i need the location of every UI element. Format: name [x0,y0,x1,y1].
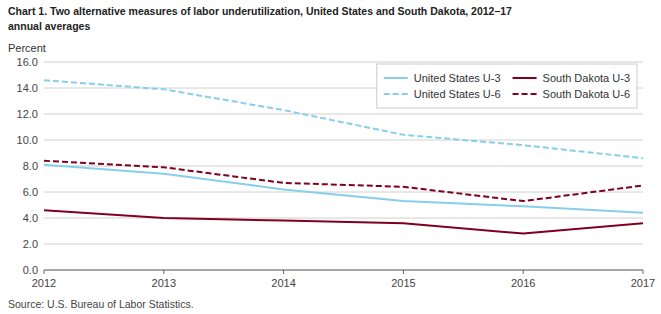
legend-swatch [384,93,408,95]
x-tick-label: 2014 [271,277,295,289]
legend-swatch [513,77,537,79]
legend-swatch [384,77,408,79]
y-tick-label: 8.0 [23,160,38,172]
x-tick-label: 2017 [631,277,655,289]
y-tick-label: 2.0 [23,238,38,250]
y-grid [44,62,643,270]
series-line [44,210,643,233]
y-tick-label: 16.0 [17,56,38,68]
legend-label: South Dakota U-3 [543,72,630,84]
x-axis-line [44,270,643,271]
y-axis-label: Percent [8,42,46,54]
legend-label: South Dakota U-6 [543,88,630,100]
x-tick [44,270,45,274]
grid-line [44,218,643,219]
grid-line [44,114,643,115]
legend-label: United States U-6 [414,88,501,100]
y-tick-label: 12.0 [17,108,38,120]
x-tick [403,270,404,274]
grid-line [44,244,643,245]
y-tick-label: 14.0 [17,82,38,94]
x-tick [643,270,644,274]
x-tick [283,270,284,274]
x-tick-label: 2013 [152,277,176,289]
subtitle: annual averages [8,20,90,32]
grid-line [44,62,643,63]
source-note: Source: U.S. Bureau of Labor Statistics. [8,298,194,310]
grid-line [44,140,643,141]
background [0,0,661,314]
series-line [44,80,643,158]
series-line [44,165,643,213]
legend-frame [377,64,637,108]
x-tick-label: 2015 [391,277,415,289]
x-tick [523,270,524,274]
grid-line [44,192,643,193]
y-tick-label: 4.0 [23,212,38,224]
legend-swatch [513,93,537,95]
y-tick-label: 10.0 [17,134,38,146]
grid-line [44,270,643,271]
x-tick [163,270,164,274]
y-tick-label: 0.0 [23,264,38,276]
x-tick-label: 2016 [511,277,535,289]
series-line [44,161,643,201]
title: Chart 1. Two alternative measures of lab… [8,5,512,17]
x-tick-label: 2012 [32,277,56,289]
chart: Chart 1. Two alternative measures of lab… [0,0,661,314]
legend: United States U-3 United States U-6 South … [377,64,637,108]
y-tick-label: 6.0 [23,186,38,198]
legend-label: United States U-3 [414,72,501,84]
